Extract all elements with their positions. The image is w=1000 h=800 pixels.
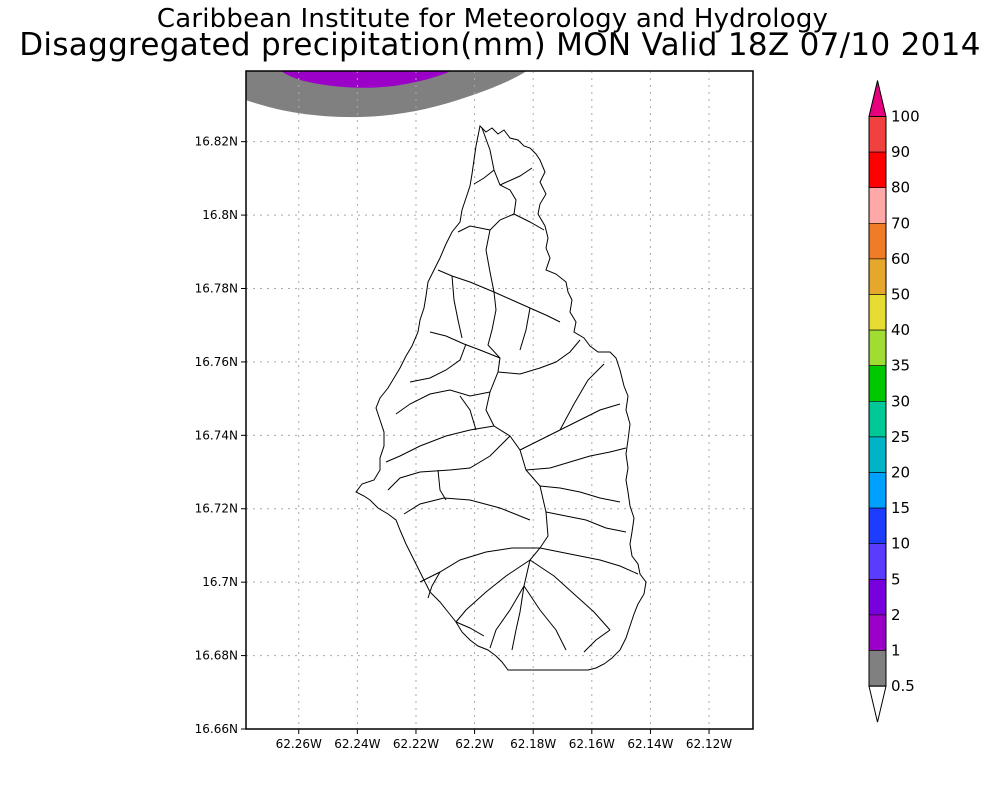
- watershed-divide: [481, 127, 549, 651]
- island-outline: [355, 124, 647, 671]
- colorbar-top-arrow: [868, 80, 887, 117]
- precipitation-shading: [246, 71, 527, 118]
- colorbar-swatch: [868, 472, 887, 509]
- grid-lines: [246, 71, 753, 729]
- colorbar-swatch: [868, 578, 887, 616]
- colorbar-label: 40: [891, 321, 910, 339]
- colorbar-bottom-arrow: [868, 685, 887, 723]
- organization-title: Caribbean Institute for Meteorology and …: [156, 4, 829, 34]
- colorbar-label: 5: [891, 570, 901, 588]
- shade-1-2mm: [281, 71, 452, 88]
- lon-tick-label: 62.16W: [569, 737, 615, 751]
- lat-tick-label: 16.78N: [195, 281, 238, 295]
- colorbar-label: 30: [891, 392, 910, 410]
- colorbar-swatch: [868, 187, 887, 224]
- lon-tick-label: 62.14W: [627, 737, 673, 751]
- colorbar-label: 80: [891, 179, 910, 197]
- lon-tick-label: 62.22W: [393, 737, 439, 751]
- colorbar-label: 70: [891, 214, 910, 232]
- latitude-axis: 16.82N 16.8N 16.78N 16.76N 16.74N 16.72N 16.7N…: [195, 135, 246, 736]
- lat-tick-label: 16.76N: [195, 355, 238, 369]
- colorbar-label: 60: [891, 250, 910, 268]
- colorbar-swatch: [868, 116, 887, 153]
- colorbar-label: 100: [891, 108, 920, 126]
- colorbar-label: 20: [891, 464, 910, 482]
- lat-tick-label: 16.72N: [195, 502, 238, 516]
- lon-tick-label: 62.24W: [334, 737, 380, 751]
- lat-tick-label: 16.7N: [202, 575, 238, 589]
- colorbar-frame: [868, 116, 887, 687]
- colorbar-swatch: [868, 507, 887, 545]
- colorbar-label: 1: [891, 642, 901, 660]
- colorbar-swatch: [868, 365, 887, 402]
- coastline: [355, 124, 647, 671]
- colorbar-label: 35: [891, 357, 910, 375]
- colorbar-swatch: [868, 223, 887, 260]
- lat-tick-label: 16.74N: [195, 428, 238, 442]
- lat-tick-label: 16.68N: [195, 649, 238, 663]
- colorbar-swatch: [868, 543, 887, 580]
- precipitation-colorbar: 100 90 80 70 60 50 40 35 30 25 20 15 10 5 2 1 0.5: [868, 80, 920, 723]
- colorbar-label: 25: [891, 428, 910, 446]
- colorbar-label: 90: [891, 143, 910, 161]
- colorbar-label: 10: [891, 535, 910, 553]
- lon-tick-label: 62.12W: [686, 737, 732, 751]
- lon-tick-label: 62.18W: [510, 737, 556, 751]
- lon-tick-label: 62.2W: [455, 737, 494, 751]
- lat-tick-label: 16.82N: [195, 135, 238, 149]
- colorbar-swatch: [868, 650, 887, 687]
- shade-0.5-1mm: [246, 71, 527, 118]
- colorbar-swatch: [868, 329, 887, 367]
- colorbar-label: 0.5: [891, 677, 915, 695]
- product-title: Disaggregated precipitation(mm) MON Vali…: [19, 27, 981, 63]
- colorbar-swatch: [868, 436, 887, 473]
- colorbar-swatch: [868, 258, 887, 295]
- lat-tick-label: 16.8N: [202, 208, 238, 222]
- colorbar-swatch: [868, 400, 887, 438]
- map-frame: [245, 70, 754, 730]
- colorbar-label: 50: [891, 286, 910, 304]
- lat-tick-label: 16.66N: [195, 722, 238, 736]
- lon-tick-label: 62.26W: [276, 737, 322, 751]
- colorbar-label: 15: [891, 499, 910, 517]
- colorbar-swatch: [868, 151, 887, 189]
- longitude-axis: 62.26W 62.24W 62.22W 62.2W 62.18W 62.16W 62.14…: [276, 729, 732, 751]
- colorbar-swatch: [868, 614, 887, 651]
- colorbar-swatch: [868, 294, 887, 331]
- colorbar-label: 2: [891, 606, 901, 624]
